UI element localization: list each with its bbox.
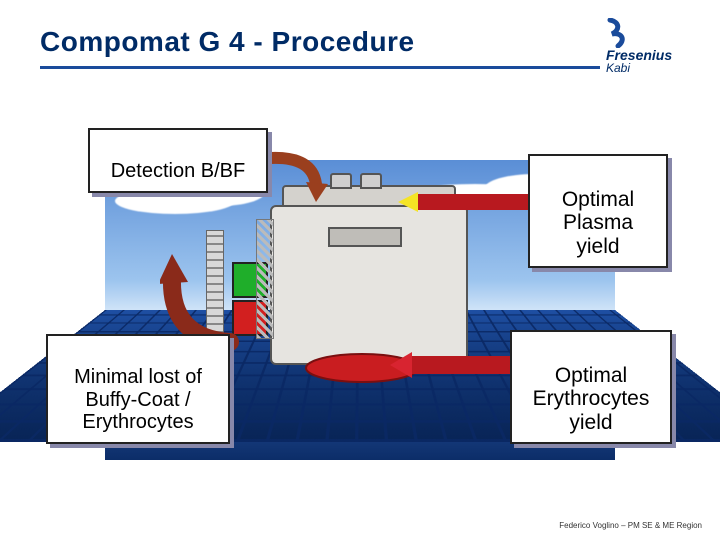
logo-line2: Kabi [606,62,696,74]
logo-line1: Fresenius [606,48,696,62]
fresenius-kabi-logo: Fresenius Kabi [606,18,696,74]
label-text: Detection B/BF [111,160,246,182]
label-text: Minimal lost of Buffy-Coat / Erythrocyte… [74,366,202,433]
tube-connector-icon [330,173,352,189]
label-text: Optimal Plasma yield [562,188,634,258]
device-window [328,227,402,247]
label-text: Optimal Erythrocytes yield [533,364,650,434]
label-detection: Detection B/BF [88,128,268,193]
title-bar: Compomat G 4 - Procedure [40,26,680,69]
arrow-plasma-icon [398,182,538,222]
slide-title: Compomat G 4 - Procedure [40,26,680,58]
label-optimal-plasma: Optimal Plasma yield [528,154,668,268]
logo-swoosh-icon [606,18,634,48]
title-rule [40,66,600,69]
slide-root: Compomat G 4 - Procedure Fresenius Kabi [0,0,720,540]
label-optimal-erythrocytes: Optimal Erythrocytes yield [510,330,672,444]
logo-text: Fresenius Kabi [606,48,696,74]
tube-connector-icon [360,173,382,189]
footer-credit: Federico Voglino – PM SE & ME Region [559,521,702,530]
arrow-detection-icon [262,150,332,210]
device-side-slits [256,219,274,339]
label-buffy-coat: Minimal lost of Buffy-Coat / Erythrocyte… [46,334,230,444]
